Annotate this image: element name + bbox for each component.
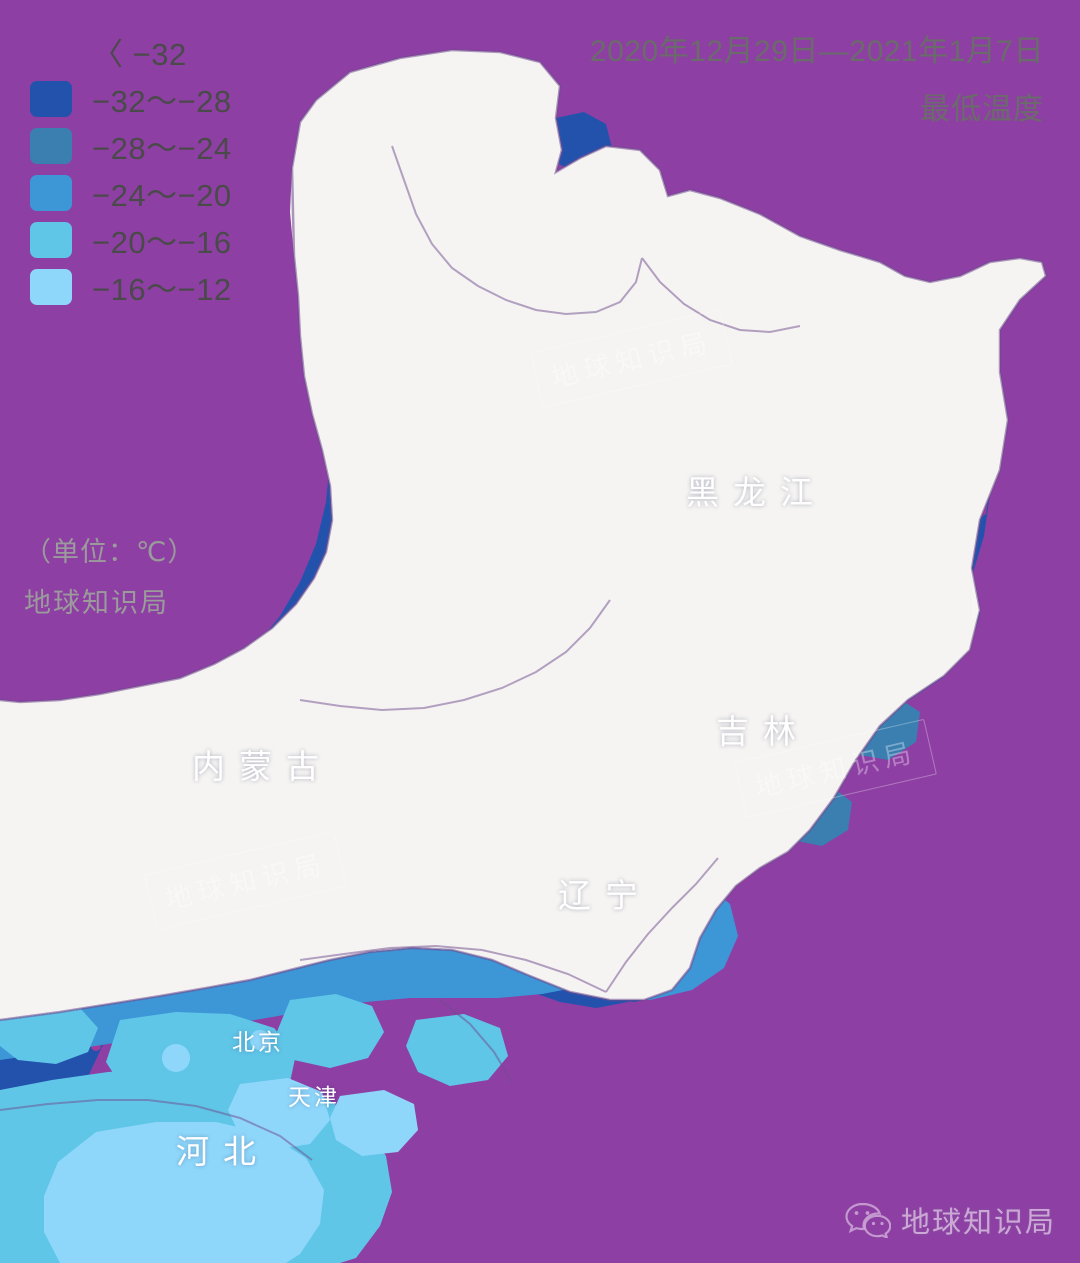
title-metric: 最低温度 (920, 93, 1044, 126)
legend-item[interactable]: −28〜−24 (30, 122, 232, 169)
legend-label: −28〜−24 (92, 131, 232, 166)
region-outline (0, 48, 1048, 1022)
legend-swatch (30, 127, 72, 164)
temp-band-minus16-minus12 (44, 1030, 418, 1263)
map-title: 2020年12月29日—2021年1月7日 最低温度 (590, 26, 1044, 128)
place-label-jilin: 吉林 (716, 713, 810, 750)
legend-swatch (30, 174, 72, 211)
place-label-tianjin: 天津 (288, 1084, 340, 1110)
legend-label: 〈 −32 (92, 37, 187, 72)
wechat-account-badge[interactable]: 地球知识局 (845, 1199, 1056, 1241)
unit-label: （单位：℃） (24, 537, 196, 567)
wechat-account-name: 地球知识局 (900, 1207, 1056, 1239)
legend-label: −16〜−12 (92, 272, 232, 307)
legend-item[interactable]: −20〜−16 (30, 216, 232, 263)
title-date-range: 2020年12月29日—2021年1月7日 (589, 35, 1044, 68)
legend-swatch (30, 221, 72, 258)
province-borders (0, 145, 801, 1161)
legend-swatch (30, 33, 72, 70)
place-label-heilongjiang: 黑龙江 (686, 474, 827, 511)
legend-label: −24〜−20 (92, 178, 232, 213)
legend-swatch (30, 80, 72, 117)
temperature-legend: 〈 −32 −32〜−28 −28〜−24 −24〜−20 −20〜−16 −1… (30, 28, 232, 310)
place-label-beijing: 北京 (232, 1029, 284, 1055)
legend-label: −20〜−16 (92, 225, 232, 260)
legend-item[interactable]: −16〜−12 (30, 263, 232, 310)
place-label-hebei: 河北 (176, 1133, 270, 1170)
legend-item[interactable]: −32〜−28 (30, 75, 232, 122)
legend-label: −32〜−28 (92, 84, 232, 119)
unit-and-credit: （单位：℃） 地球知识局 (24, 530, 195, 620)
legend-item[interactable]: 〈 −32 (30, 28, 232, 75)
credit-label: 地球知识局 (24, 588, 169, 618)
place-label-liaoning: 辽宁 (558, 877, 652, 914)
place-label-inner-mongolia: 内蒙古 (192, 748, 333, 785)
legend-item[interactable]: −24〜−20 (30, 169, 232, 216)
legend-swatch (30, 268, 72, 305)
wechat-icon (845, 1202, 891, 1238)
